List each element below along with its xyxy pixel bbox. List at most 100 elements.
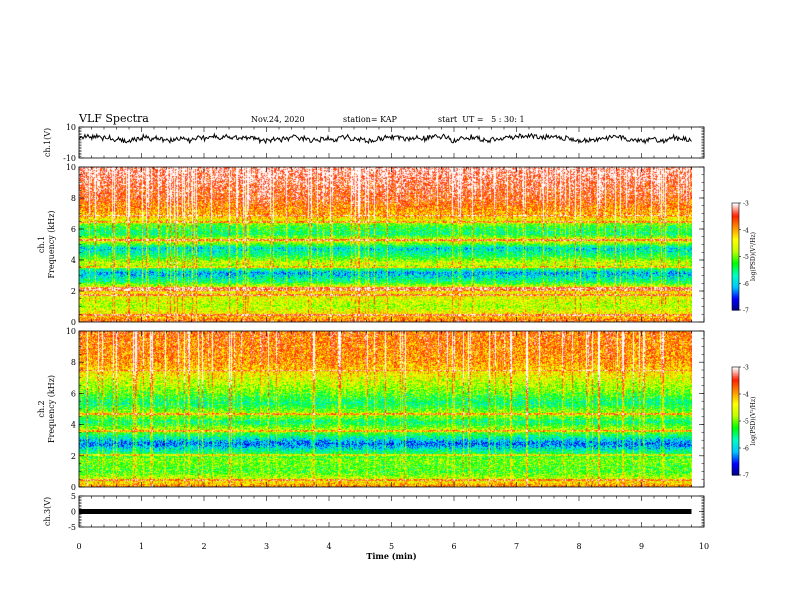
colorbar-cell [732,265,739,268]
colorbar-cell [732,449,739,453]
colorbar-cell [732,245,739,249]
colorbar-cell [732,448,739,451]
colorbar-cell [732,390,739,393]
colorbar-cell [732,251,739,254]
colorbar-cell [732,473,739,476]
y-tick-label: 8 [71,194,76,203]
colorbar-cell [732,374,739,377]
colorbar-cell [732,274,739,277]
colorbar-cell [732,440,739,444]
colorbar-cell [732,381,739,384]
y-tick-label: 10 [66,327,76,336]
y-tick-label: 4 [71,421,76,430]
colorbar-cell [732,410,739,413]
colorbar-cell [732,206,739,209]
plot-frames [78,126,705,528]
ch3-waveform-line [79,509,692,514]
y-axis-label: Frequency (kHz) [47,375,56,443]
station-label: station= KAP [343,115,397,124]
colorbar-cell [732,403,739,406]
colorbar-cell [732,462,739,465]
x-tick-label: 7 [514,542,519,551]
y-tick-label: 5 [71,492,76,501]
y-tick-label: 2 [71,287,76,296]
x-tick-label: 2 [201,542,206,551]
colorbar-cell [732,286,739,290]
colorbar-cell [732,467,739,471]
y-tick-label: -10 [63,154,76,163]
colorbar-cell [732,413,739,417]
y-tick-label: 6 [71,225,76,234]
spectrogram-raster [79,167,692,322]
colorbar-cell [732,215,739,218]
colorbar-cell [732,258,739,261]
colorbar-cell [732,240,739,243]
colorbar-cell [732,304,739,308]
ch3-waveform-plot [79,509,692,514]
colorbar-cell [732,408,739,411]
colorbar-cell [732,277,739,281]
date-label: Nov.24, 2020 [251,115,305,124]
colorbar-cell [732,270,739,274]
x-tick-label: 3 [264,542,269,551]
y-axis-label: ch.2 [37,400,46,417]
colorbar-cell [732,428,739,431]
colorbar-cell [732,254,739,258]
y-axis-label: ch.3(V) [43,497,52,526]
colorbar-cell [732,281,739,284]
y-tick-label: 6 [71,389,76,398]
colorbar-cell [732,306,739,309]
colorbar-tick-label: -4 [743,227,749,234]
y-tick-label: 8 [71,358,76,367]
colorbar-cell [732,292,739,295]
ch1-waveform-plot [78,132,692,145]
colorbar-cell [732,203,739,206]
y-tick-label: 10 [66,163,76,172]
colorbar-cell [732,458,739,462]
ch1-spectrogram-image [79,167,692,322]
colorbar-cell [732,229,739,233]
colorbar-cell [732,244,739,247]
colorbar-cell [732,471,739,474]
ch1-colorbar: -3 -4 -5 -6 -7 log(PSD)(V²/Hz) [731,201,757,315]
colorbar-cell [732,415,739,418]
colorbar-cell [732,224,739,227]
ch2-colorbar: -3 -4 -5 -6 -7 log(PSD)(V²/Hz) [731,365,757,480]
colorbar-cell [732,466,739,469]
colorbar-cell [732,299,739,302]
colorbar-cell [732,367,739,370]
colorbar-cell [732,386,739,390]
colorbar-label: log(PSD)(V²/Hz) [750,232,757,281]
colorbar-label: log(PSD)(V²/Hz) [750,397,757,446]
colorbar-cell [732,249,739,252]
colorbar-cell [732,437,739,440]
colorbar-tick-label: -3 [743,201,749,208]
x-axis-label: Time (min) [366,551,416,561]
colorbar-cell [732,285,739,288]
x-tick-label: 1 [139,542,144,551]
colorbar-tick-label: -5 [743,419,749,426]
colorbar-cell [732,392,739,395]
colorbar-cell [732,464,739,467]
colorbar-cell [732,238,739,242]
y-tick-label: 0 [71,483,76,492]
colorbar-cell [732,272,739,275]
colorbar-cell [732,368,739,372]
colorbar-cell [732,220,739,224]
ch2-spectrogram-image [79,331,692,487]
colorbar-cell [732,446,739,449]
colorbar-cell [732,421,739,424]
colorbar-cell [732,424,739,427]
colorbar-cell [732,261,739,265]
colorbar-cell [732,283,739,286]
colorbar-cell [732,295,739,299]
colorbar-cell [732,412,739,415]
colorbar-cell [732,455,739,458]
colorbar-cell [732,469,739,472]
colorbar-tick-label: -7 [743,308,749,315]
colorbar-cell [732,233,739,236]
colorbar-cell [732,388,739,391]
colorbar-cell [732,426,739,429]
colorbar-cell [732,302,739,306]
colorbar-cell [732,397,739,400]
